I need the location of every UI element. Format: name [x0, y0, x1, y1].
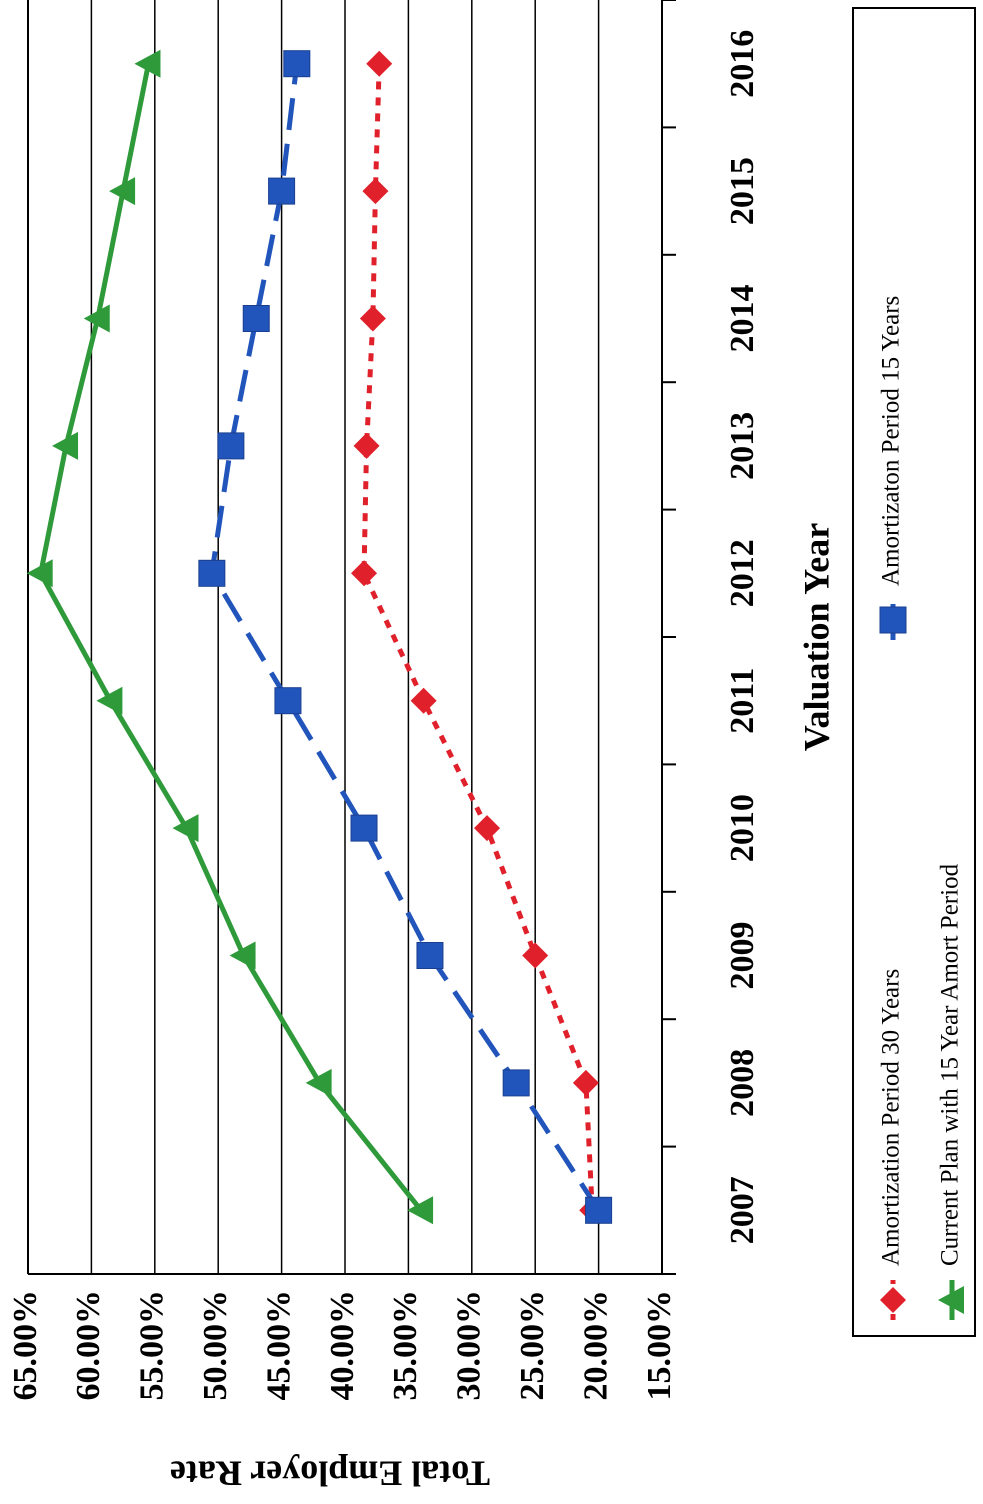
y-tick-label: 40.00%	[324, 1290, 361, 1401]
x-tick-label: 2012	[724, 539, 761, 607]
data-point	[353, 432, 380, 459]
legend: Amortization Period 30 Years Amortizaton …	[852, 7, 976, 1337]
data-point	[410, 687, 437, 714]
data-point	[242, 305, 270, 332]
data-point	[26, 559, 53, 588]
data-point	[407, 1196, 434, 1225]
data-point	[52, 431, 79, 460]
data-point	[351, 560, 378, 587]
series-line	[38, 63, 424, 1212]
series	[26, 49, 434, 1225]
data-point	[366, 50, 393, 77]
x-tick-label: 2013	[724, 412, 761, 480]
y-tick-label: 25.00%	[514, 1290, 551, 1401]
plot-area	[26, 0, 676, 1275]
legend-label: Current Plan with 15 Year Amort Period	[937, 863, 964, 1266]
data-point	[416, 942, 444, 969]
y-tick-label: 35.00%	[387, 1290, 424, 1401]
data-point	[109, 177, 136, 206]
x-axis-ticks: 2007 2008 2009 2010 2011 2012 2013 2014 2015 2016	[662, 0, 761, 1275]
y-tick-label: 50.00%	[197, 1290, 234, 1401]
y-tick-label: 65.00%	[7, 1290, 44, 1401]
data-point	[502, 1069, 530, 1097]
legend-item: Amortizaton Period 15 Years	[878, 296, 907, 640]
series	[198, 50, 613, 1224]
x-tick-label: 2014	[724, 285, 761, 353]
x-tick-label: 2008	[724, 1049, 761, 1117]
data-point	[362, 178, 389, 205]
data-point	[585, 1196, 613, 1224]
y-axis-ticks: 15.00% 20.00% 25.00% 30.00% 35.00% 40.00% 45.0…	[7, 1290, 678, 1401]
data-point	[283, 50, 311, 78]
x-tick-label: 2016	[724, 30, 761, 98]
data-point	[572, 1069, 599, 1096]
y-tick-label: 45.00%	[260, 1290, 297, 1401]
data-point	[880, 1287, 906, 1313]
data-point	[83, 304, 110, 333]
data-point	[274, 687, 302, 715]
x-axis-title: Valuation Year	[796, 523, 836, 751]
x-tick-label: 2009	[724, 922, 761, 990]
y-tick-label: 30.00%	[451, 1290, 488, 1401]
data-point	[359, 305, 386, 332]
y-tick-label: 60.00%	[70, 1290, 107, 1401]
y-axis-title: Total Employer Rate	[170, 1454, 490, 1494]
legend-label: Amortization Period 30 Years	[878, 969, 905, 1266]
legend-box	[852, 7, 976, 1337]
data-point	[879, 606, 907, 634]
data-point	[172, 814, 199, 843]
data-point	[474, 815, 501, 842]
data-point	[134, 49, 161, 78]
x-tick-label: 2011	[724, 668, 761, 734]
x-tick-label: 2010	[724, 794, 761, 862]
data-point	[268, 177, 296, 205]
series-line	[209, 63, 601, 1212]
data-point	[522, 942, 549, 969]
data-point	[198, 559, 226, 587]
y-tick-label: 15.00%	[641, 1290, 678, 1401]
data-point	[96, 686, 123, 715]
legend-label: Amortizaton Period 15 Years	[878, 296, 905, 586]
legend-item: Amortization Period 30 Years	[878, 969, 906, 1320]
series-line	[361, 63, 595, 1211]
data-point	[305, 1068, 332, 1097]
y-tick-label: 20.00%	[577, 1290, 614, 1401]
data-point	[217, 432, 245, 460]
x-tick-label: 2007	[724, 1176, 761, 1244]
y-tick-label: 55.00%	[134, 1290, 171, 1401]
data-point	[350, 814, 378, 842]
x-tick-label: 2015	[724, 157, 761, 225]
data-point	[938, 1286, 964, 1314]
data-point	[229, 941, 256, 970]
legend-item: Current Plan with 15 Year Amort Period	[937, 863, 964, 1320]
series	[351, 50, 606, 1224]
